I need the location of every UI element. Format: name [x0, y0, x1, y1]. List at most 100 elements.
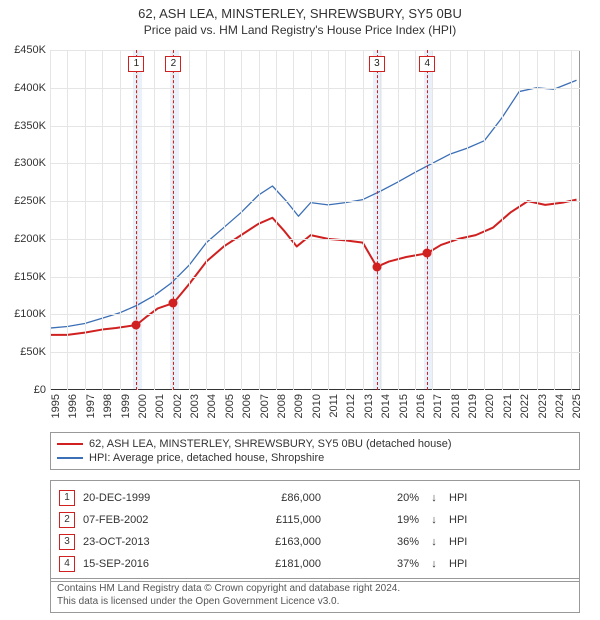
- gridline-v: [189, 50, 190, 390]
- x-tick-label: 1996: [67, 394, 79, 418]
- transaction-row: 120-DEC-1999£86,00020%↓HPI: [59, 487, 571, 509]
- transaction-badge: 3: [59, 534, 75, 550]
- x-tick-label: 2006: [241, 394, 253, 418]
- transaction-pct: 20%: [359, 492, 419, 504]
- legend-swatch: [57, 457, 83, 459]
- gridline-v: [467, 50, 468, 390]
- event-marker-badge: 1: [128, 56, 144, 72]
- gridline-h: [50, 314, 580, 315]
- y-tick-label: £200K: [14, 233, 46, 245]
- transaction-ref: HPI: [449, 536, 489, 548]
- gridline-h: [50, 50, 580, 51]
- footnote-line-1: Contains HM Land Registry data © Crown c…: [57, 583, 573, 596]
- transaction-date: 23-OCT-2013: [83, 536, 203, 548]
- x-tick-label: 2012: [345, 394, 357, 418]
- x-tick-label: 2007: [259, 394, 271, 418]
- legend-item: HPI: Average price, detached house, Shro…: [57, 451, 573, 465]
- gridline-h: [50, 239, 580, 240]
- x-tick-label: 2013: [363, 394, 375, 418]
- event-marker-line: [377, 50, 378, 390]
- y-tick-label: £100K: [14, 308, 46, 320]
- x-tick-label: 2024: [554, 394, 566, 418]
- gridline-h: [50, 201, 580, 202]
- legend-label: HPI: Average price, detached house, Shro…: [89, 452, 324, 464]
- footnote: Contains HM Land Registry data © Crown c…: [50, 578, 580, 613]
- y-tick-label: £0: [34, 384, 46, 396]
- gridline-h: [50, 163, 580, 164]
- x-tick-label: 2023: [537, 394, 549, 418]
- arrow-down-icon: ↓: [427, 514, 441, 526]
- gridline-h: [50, 352, 580, 353]
- y-tick-label: £450K: [14, 44, 46, 56]
- transaction-row: 207-FEB-2002£115,00019%↓HPI: [59, 509, 571, 531]
- transaction-date: 07-FEB-2002: [83, 514, 203, 526]
- x-tick-label: 2005: [224, 394, 236, 418]
- x-tick-label: 2004: [206, 394, 218, 418]
- transaction-row: 323-OCT-2013£163,00036%↓HPI: [59, 531, 571, 553]
- gridline-v: [345, 50, 346, 390]
- x-tick-label: 2011: [328, 394, 340, 418]
- x-tick-label: 2009: [293, 394, 305, 418]
- x-tick-label: 2002: [172, 394, 184, 418]
- gridline-v: [241, 50, 242, 390]
- transaction-pct: 36%: [359, 536, 419, 548]
- arrow-down-icon: ↓: [427, 536, 441, 548]
- x-tick-label: 2010: [311, 394, 323, 418]
- gridline-h: [50, 126, 580, 127]
- y-tick-label: £400K: [14, 82, 46, 94]
- gridline-v: [363, 50, 364, 390]
- title-line-2: Price paid vs. HM Land Registry's House …: [0, 23, 600, 37]
- y-tick-label: £300K: [14, 157, 46, 169]
- gridline-v: [502, 50, 503, 390]
- transaction-date: 15-SEP-2016: [83, 558, 203, 570]
- x-tick-label: 2017: [432, 394, 444, 418]
- gridline-v: [415, 50, 416, 390]
- transaction-price: £115,000: [211, 514, 351, 526]
- gridline-v: [519, 50, 520, 390]
- data-point-marker: [423, 249, 432, 258]
- arrow-down-icon: ↓: [427, 558, 441, 570]
- event-marker-badge: 2: [165, 56, 181, 72]
- gridline-v: [50, 50, 51, 390]
- x-tick-label: 2018: [450, 394, 462, 418]
- transaction-ref: HPI: [449, 492, 489, 504]
- transactions-table: 120-DEC-1999£86,00020%↓HPI207-FEB-2002£1…: [50, 480, 580, 582]
- transaction-badge: 1: [59, 490, 75, 506]
- gridline-h: [50, 277, 580, 278]
- x-tick-label: 2021: [502, 394, 514, 418]
- legend-item: 62, ASH LEA, MINSTERLEY, SHREWSBURY, SY5…: [57, 437, 573, 451]
- event-marker-badge: 4: [419, 56, 435, 72]
- gridline-v: [450, 50, 451, 390]
- gridline-v: [293, 50, 294, 390]
- gridline-v: [380, 50, 381, 390]
- x-tick-label: 2025: [571, 394, 583, 418]
- gridline-v: [537, 50, 538, 390]
- event-marker-badge: 3: [369, 56, 385, 72]
- gridline-v: [259, 50, 260, 390]
- y-tick-label: £250K: [14, 195, 46, 207]
- x-tick-label: 1997: [85, 394, 97, 418]
- footnote-line-2: This data is licensed under the Open Gov…: [57, 596, 573, 609]
- transaction-badge: 2: [59, 512, 75, 528]
- gridline-v: [224, 50, 225, 390]
- transaction-badge: 4: [59, 556, 75, 572]
- transaction-date: 20-DEC-1999: [83, 492, 203, 504]
- x-tick-label: 2015: [398, 394, 410, 418]
- transaction-pct: 19%: [359, 514, 419, 526]
- x-tick-label: 1998: [102, 394, 114, 418]
- arrow-down-icon: ↓: [427, 492, 441, 504]
- gridline-v: [571, 50, 572, 390]
- event-marker-line: [427, 50, 428, 390]
- gridline-v: [432, 50, 433, 390]
- gridline-v: [67, 50, 68, 390]
- x-tick-label: 2003: [189, 394, 201, 418]
- x-tick-label: 2022: [519, 394, 531, 418]
- x-tick-label: 1995: [50, 394, 62, 418]
- x-tick-label: 2008: [276, 394, 288, 418]
- transaction-ref: HPI: [449, 558, 489, 570]
- gridline-v: [276, 50, 277, 390]
- x-tick-label: 2019: [467, 394, 479, 418]
- gridline-v: [154, 50, 155, 390]
- legend-label: 62, ASH LEA, MINSTERLEY, SHREWSBURY, SY5…: [89, 438, 452, 450]
- legend-swatch: [57, 443, 83, 445]
